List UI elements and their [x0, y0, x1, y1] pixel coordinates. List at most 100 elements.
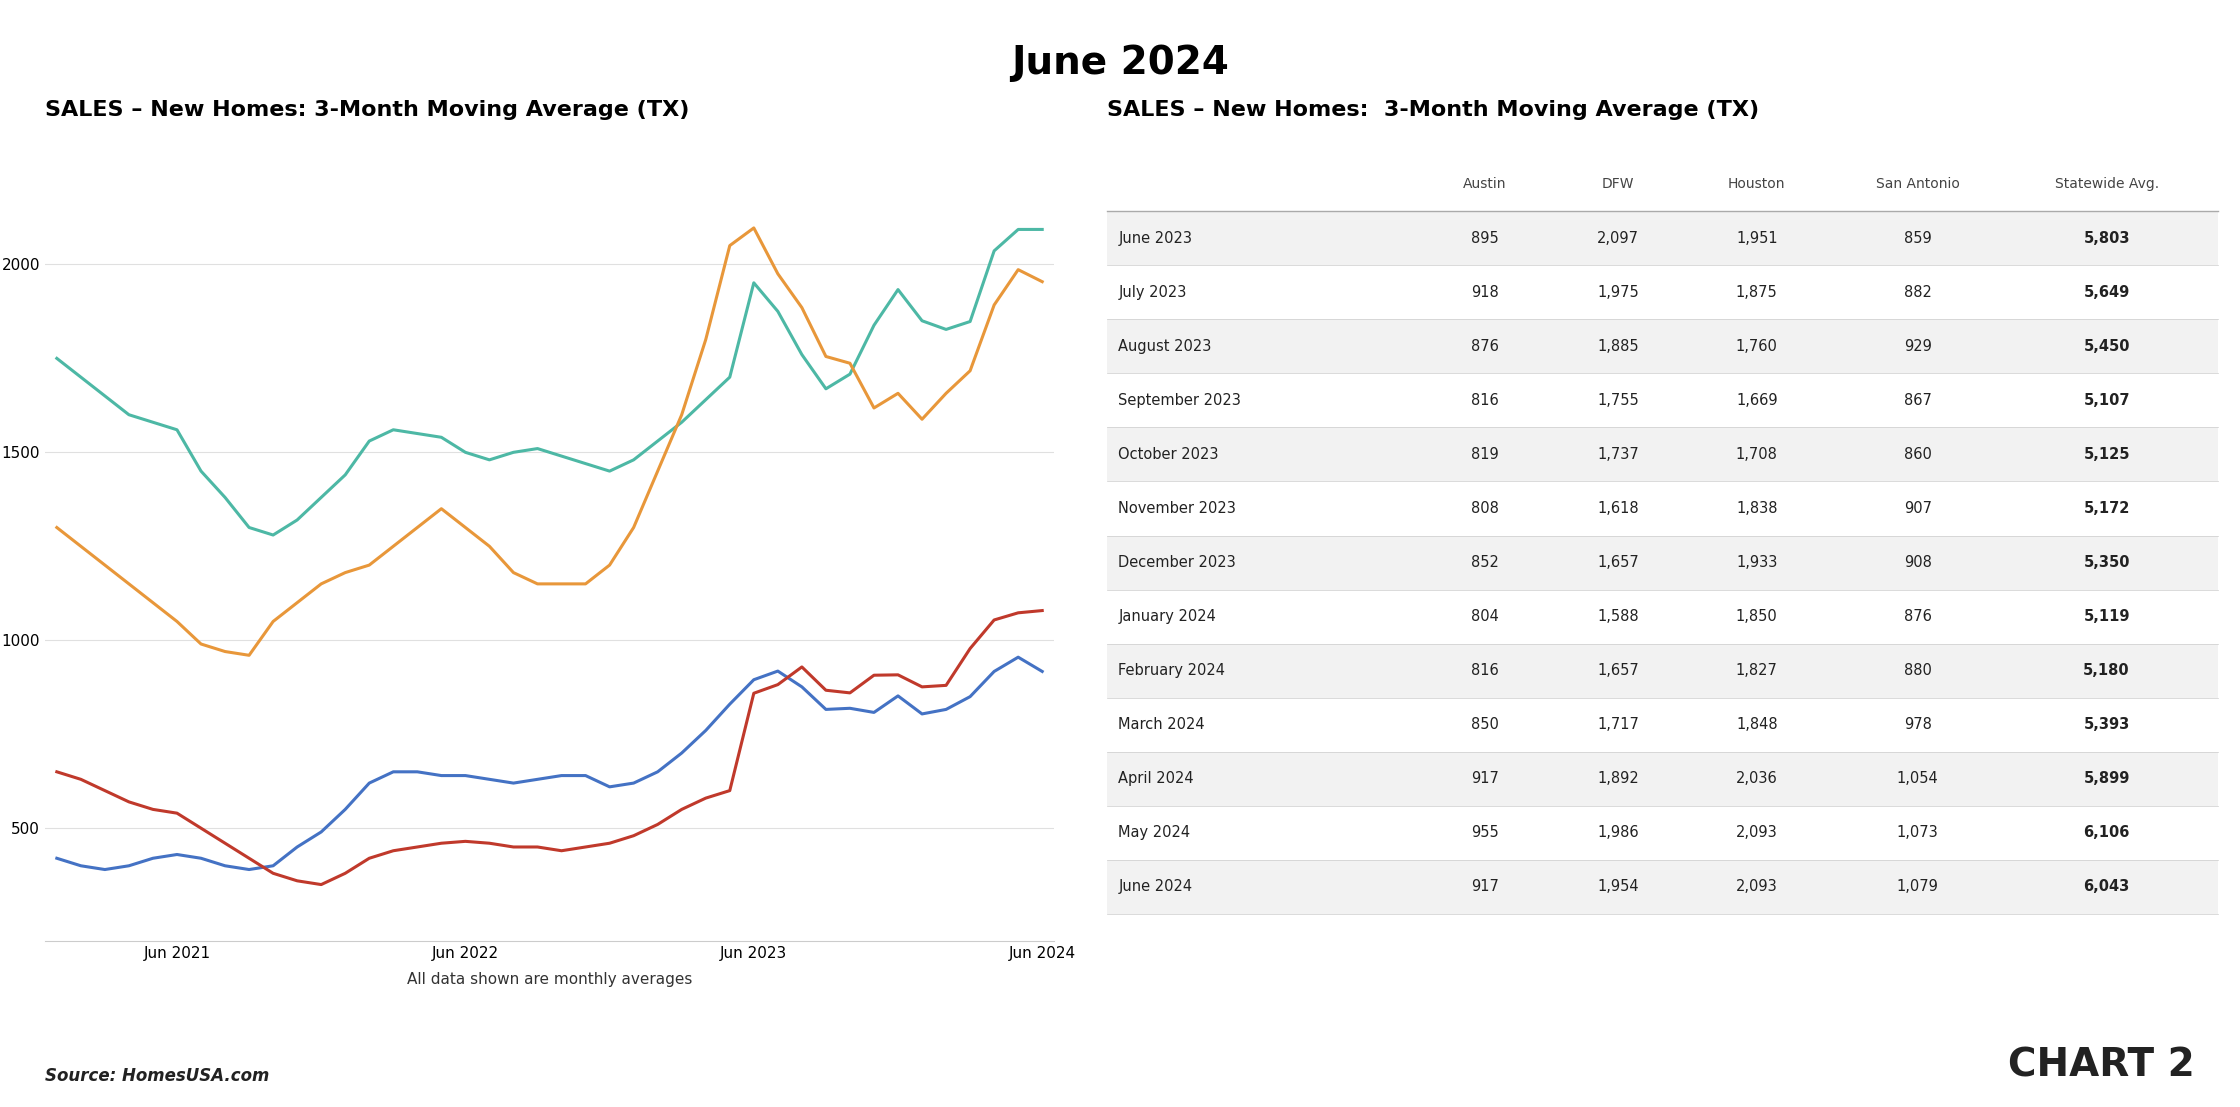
Text: 1,933: 1,933	[1736, 555, 1779, 570]
Text: 1,838: 1,838	[1736, 501, 1779, 516]
Text: June 2023: June 2023	[1118, 230, 1192, 246]
Text: 895: 895	[1472, 230, 1499, 246]
Text: May 2024: May 2024	[1118, 826, 1189, 840]
Text: 1,717: 1,717	[1597, 717, 1640, 732]
Text: Houston: Houston	[1727, 177, 1785, 192]
Text: 5,172: 5,172	[2083, 501, 2130, 516]
Bar	[1107, 319, 2218, 373]
Text: 2,036: 2,036	[1736, 772, 1779, 786]
Text: 859: 859	[1904, 230, 1931, 246]
Text: 5,180: 5,180	[2083, 663, 2130, 679]
Text: 1,848: 1,848	[1736, 717, 1779, 732]
Text: SALES – New Homes:  3-Month Moving Average (TX): SALES – New Homes: 3-Month Moving Averag…	[1107, 100, 1758, 121]
Bar	[1107, 752, 2218, 806]
Text: June 2024: June 2024	[1118, 879, 1192, 894]
Bar	[1107, 643, 2218, 697]
Text: 1,657: 1,657	[1597, 663, 1640, 679]
Text: 880: 880	[1904, 663, 1931, 679]
Text: 876: 876	[1472, 339, 1499, 354]
Bar	[1107, 266, 2218, 319]
Text: 1,755: 1,755	[1597, 393, 1640, 407]
Text: 5,450: 5,450	[2083, 339, 2130, 354]
Bar	[1107, 427, 2218, 482]
Bar	[1107, 590, 2218, 643]
Text: 1,875: 1,875	[1736, 284, 1779, 300]
Text: 816: 816	[1472, 663, 1499, 679]
Bar	[1107, 697, 2218, 752]
Bar	[1107, 482, 2218, 536]
Text: 1,588: 1,588	[1597, 609, 1640, 624]
Text: 1,850: 1,850	[1736, 609, 1779, 624]
Text: 917: 917	[1472, 772, 1499, 786]
Text: 1,760: 1,760	[1736, 339, 1779, 354]
Text: 5,107: 5,107	[2083, 393, 2130, 407]
Text: 850: 850	[1472, 717, 1499, 732]
Text: 5,350: 5,350	[2083, 555, 2130, 570]
Text: 5,899: 5,899	[2083, 772, 2130, 786]
Text: December 2023: December 2023	[1118, 555, 1236, 570]
Text: 978: 978	[1904, 717, 1931, 732]
Text: Austin: Austin	[1463, 177, 1508, 192]
Text: June 2024: June 2024	[1010, 44, 1230, 82]
Text: 816: 816	[1472, 393, 1499, 407]
Bar	[1107, 373, 2218, 427]
Text: 808: 808	[1472, 501, 1499, 516]
Bar	[1107, 860, 2218, 914]
Text: 1,657: 1,657	[1597, 555, 1640, 570]
Text: San Antonio: San Antonio	[1875, 177, 1960, 192]
Text: 852: 852	[1472, 555, 1499, 570]
Text: 6,106: 6,106	[2083, 826, 2130, 840]
Text: 1,618: 1,618	[1597, 501, 1640, 516]
Text: 876: 876	[1904, 609, 1931, 624]
Text: 917: 917	[1472, 879, 1499, 894]
Text: 929: 929	[1904, 339, 1931, 354]
Text: Statewide Avg.: Statewide Avg.	[2054, 177, 2159, 192]
Text: 1,986: 1,986	[1597, 826, 1640, 840]
Text: 2,097: 2,097	[1597, 230, 1640, 246]
Text: 5,803: 5,803	[2083, 230, 2130, 246]
Text: 2,093: 2,093	[1736, 879, 1779, 894]
Text: 955: 955	[1472, 826, 1499, 840]
Text: 1,892: 1,892	[1597, 772, 1640, 786]
X-axis label: All data shown are monthly averages: All data shown are monthly averages	[408, 972, 692, 987]
Text: 5,393: 5,393	[2083, 717, 2130, 732]
Text: 867: 867	[1904, 393, 1931, 407]
Text: 1,054: 1,054	[1897, 772, 1938, 786]
Text: 1,975: 1,975	[1597, 284, 1640, 300]
Text: 1,708: 1,708	[1736, 447, 1779, 462]
Bar	[1107, 806, 2218, 860]
Text: 1,079: 1,079	[1897, 879, 1940, 894]
Text: 804: 804	[1472, 609, 1499, 624]
Text: 1,954: 1,954	[1597, 879, 1640, 894]
Text: SALES – New Homes: 3-Month Moving Average (TX): SALES – New Homes: 3-Month Moving Averag…	[45, 100, 690, 121]
Text: 1,951: 1,951	[1736, 230, 1779, 246]
Text: 907: 907	[1904, 501, 1931, 516]
Text: 918: 918	[1472, 284, 1499, 300]
Text: April 2024: April 2024	[1118, 772, 1194, 786]
Text: 6,043: 6,043	[2083, 879, 2130, 894]
Text: DFW: DFW	[1602, 177, 1635, 192]
Text: 860: 860	[1904, 447, 1931, 462]
Text: January 2024: January 2024	[1118, 609, 1216, 624]
Text: 1,073: 1,073	[1897, 826, 1938, 840]
Text: 882: 882	[1904, 284, 1931, 300]
Text: 5,649: 5,649	[2083, 284, 2130, 300]
Text: August 2023: August 2023	[1118, 339, 1212, 354]
Text: 5,119: 5,119	[2083, 609, 2130, 624]
Text: Source: HomesUSA.com: Source: HomesUSA.com	[45, 1067, 269, 1085]
Text: 1,827: 1,827	[1736, 663, 1779, 679]
Bar	[1107, 536, 2218, 590]
Bar	[1107, 211, 2218, 266]
Text: 908: 908	[1904, 555, 1931, 570]
Text: November 2023: November 2023	[1118, 501, 1236, 516]
Text: July 2023: July 2023	[1118, 284, 1187, 300]
Text: March 2024: March 2024	[1118, 717, 1205, 732]
Text: CHART 2: CHART 2	[2009, 1047, 2195, 1085]
Text: 1,885: 1,885	[1597, 339, 1640, 354]
Text: 2,093: 2,093	[1736, 826, 1779, 840]
Text: February 2024: February 2024	[1118, 663, 1225, 679]
Text: 1,669: 1,669	[1736, 393, 1779, 407]
Text: October 2023: October 2023	[1118, 447, 1219, 462]
Text: 5,125: 5,125	[2083, 447, 2130, 462]
Text: September 2023: September 2023	[1118, 393, 1241, 407]
